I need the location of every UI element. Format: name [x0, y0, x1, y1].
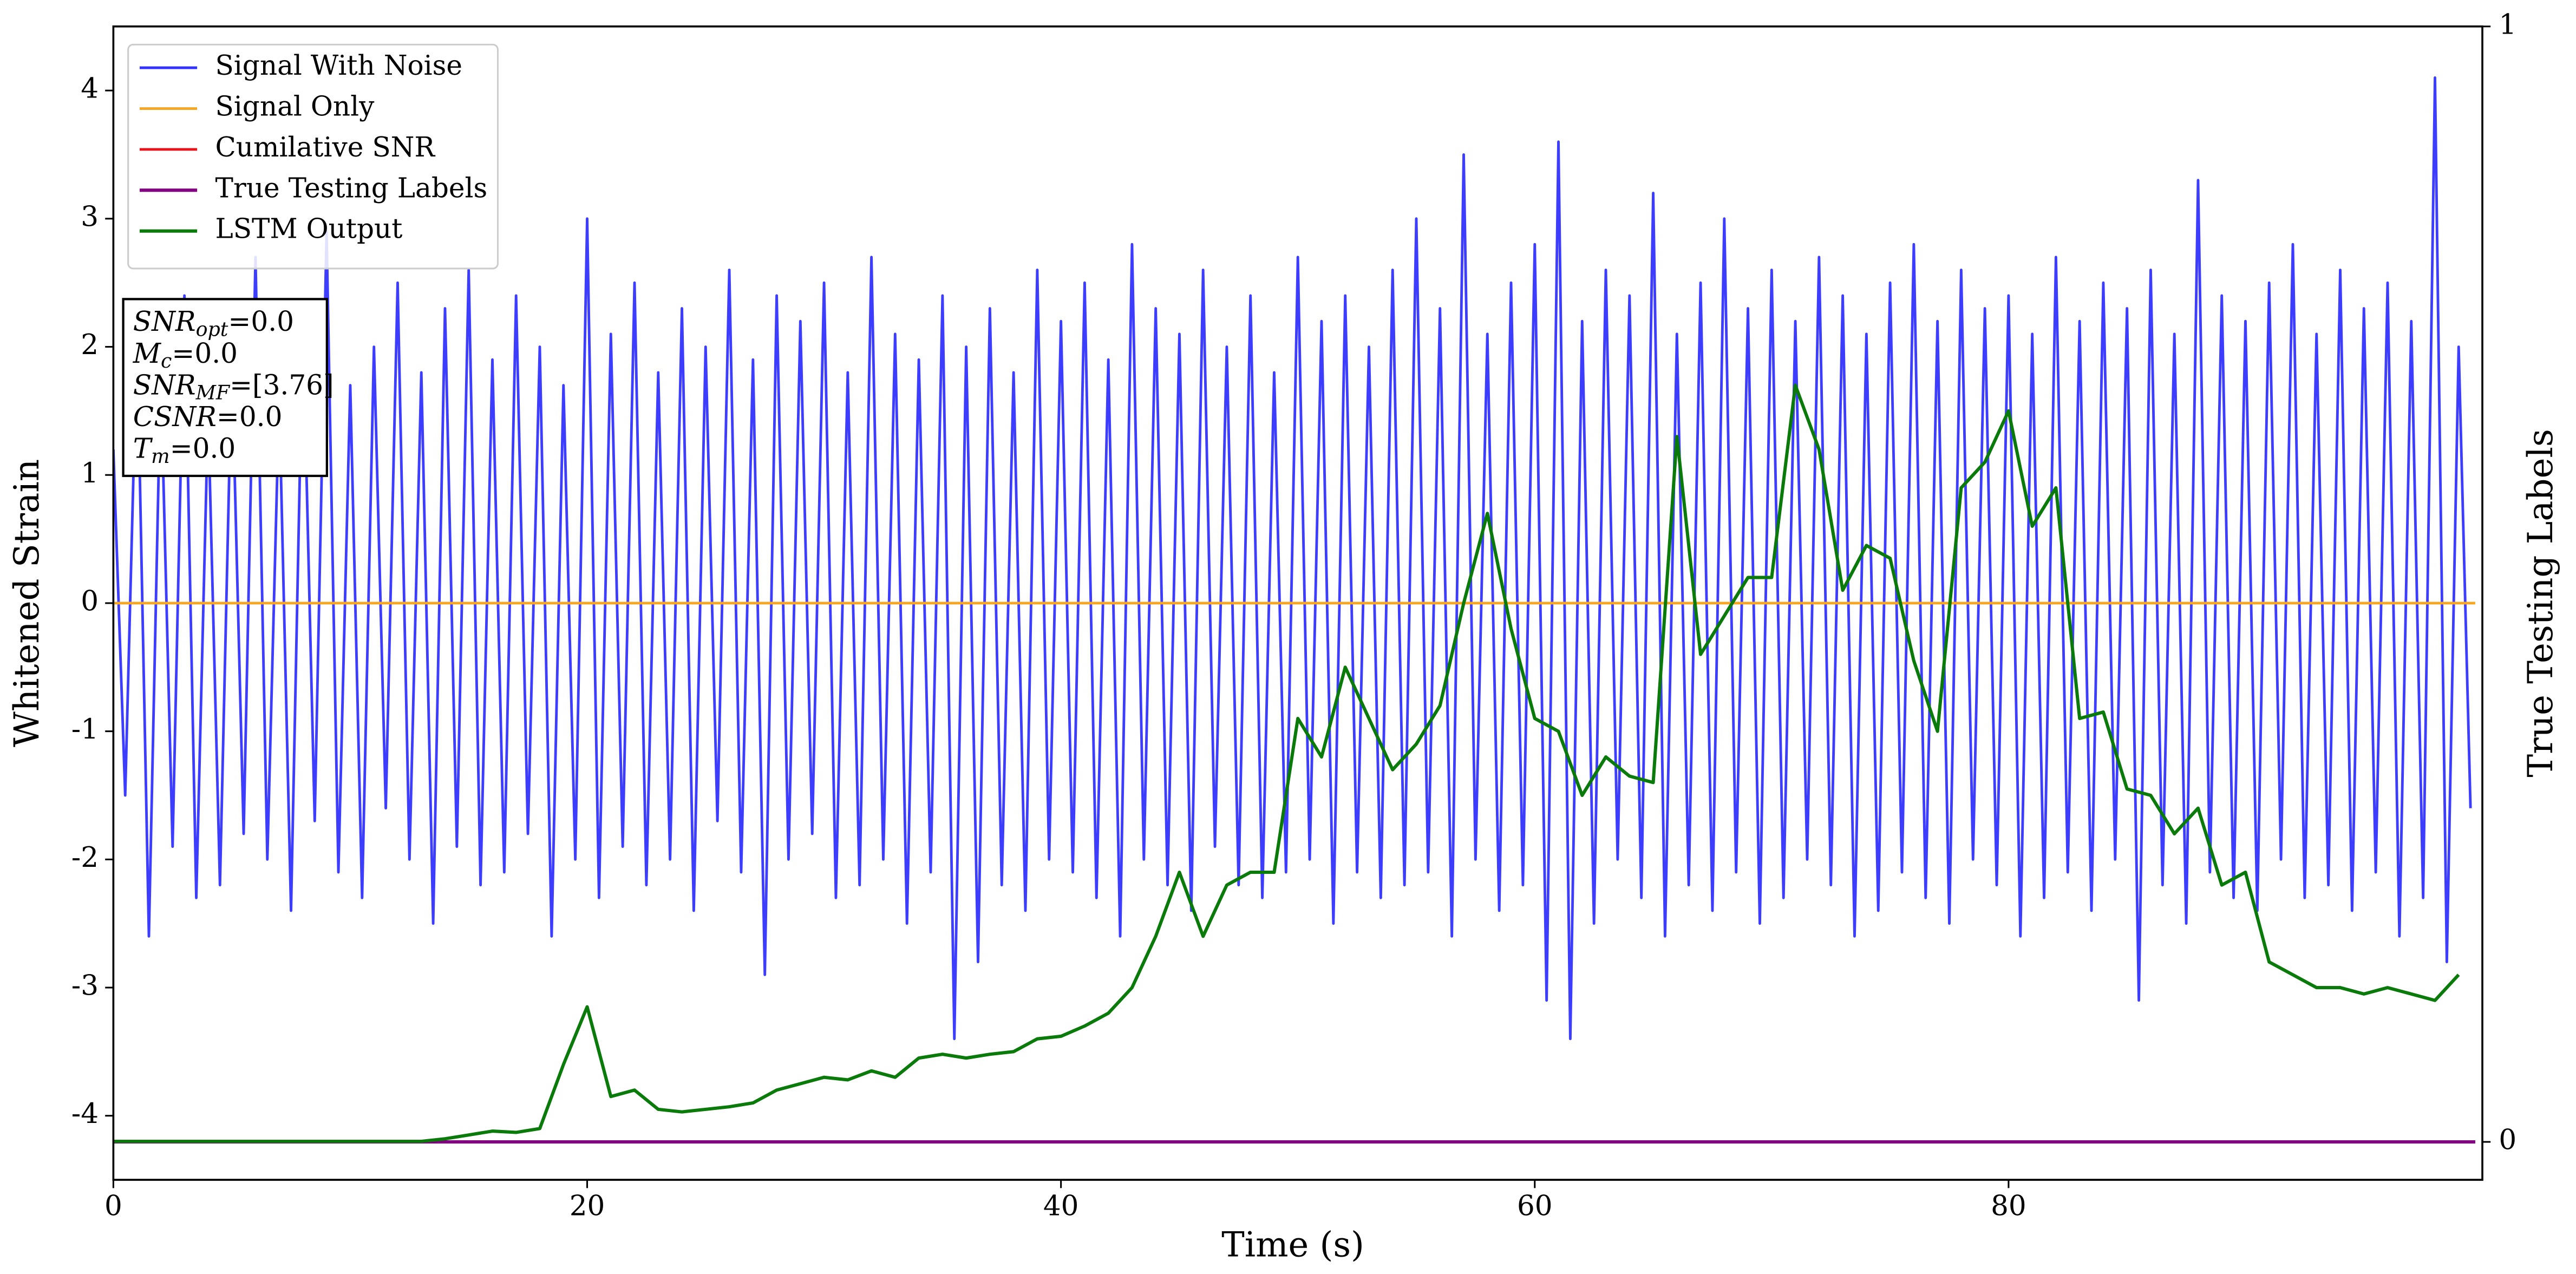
annotation: SNRopt=0.0Mc=0.0SNRMF=[3.76]CSNR=0.0Tm=0… — [122, 298, 334, 478]
annotation-rest: =0.0 — [228, 305, 294, 337]
annotation-line: Tm=0.0 — [133, 432, 236, 467]
annotation-base: SNR — [133, 305, 196, 337]
annotation-line: SNRopt=0.0 — [133, 305, 294, 341]
x-tick-label: 40 — [1043, 1190, 1079, 1222]
y2-tick-label: 1 — [2499, 8, 2516, 41]
legend-label: Signal Only — [215, 90, 375, 122]
x-tick-label: 20 — [570, 1190, 605, 1222]
annotation-base: SNR — [133, 369, 196, 401]
y-tick-label: 1 — [81, 457, 99, 489]
annotation-sub: c — [161, 349, 172, 372]
annotation-rest: =0.0 — [170, 432, 236, 464]
y-tick-label: 4 — [81, 73, 99, 105]
x-tick-label: 80 — [1991, 1190, 2026, 1222]
legend-label: LSTM Output — [215, 213, 403, 245]
annotation-rest: =0.0 — [172, 337, 238, 369]
annotation-box — [122, 298, 328, 478]
y-tick-label: 2 — [81, 329, 99, 361]
y-tick-label: -4 — [71, 1097, 99, 1130]
series-line — [113, 76, 2472, 1041]
y-tick-label: -3 — [71, 969, 99, 1002]
y-tick-label: -1 — [71, 713, 99, 746]
annotation-sub: opt — [196, 317, 228, 341]
annotation-line: SNRMF=[3.76] — [133, 369, 334, 404]
x-tick-label: 0 — [104, 1190, 122, 1222]
y-tick-label: 0 — [81, 585, 99, 617]
series-line — [113, 383, 2460, 1144]
legend-label: Signal With Noise — [215, 49, 462, 81]
y-tick-label: 3 — [81, 200, 99, 233]
legend-box — [127, 43, 499, 270]
annotation-base: T — [133, 432, 153, 464]
x-tick-label: 60 — [1517, 1190, 1553, 1222]
y-axis-label: Whitened Strain — [7, 459, 47, 747]
x-axis-label: Time (s) — [1221, 1225, 1364, 1265]
legend-label: True Testing Labels — [215, 172, 488, 204]
annotation-rest: =[3.76] — [230, 369, 334, 401]
annotation-sub: MF — [195, 381, 231, 404]
annotation-line: Mc=0.0 — [133, 337, 238, 373]
plot-area — [113, 76, 2475, 1144]
y2-axis-label: True Testing Labels — [2521, 429, 2561, 777]
legend-label: Cumilative SNR — [215, 131, 436, 163]
annotation-base: CSNR — [133, 401, 217, 433]
annotation-base: M — [133, 337, 162, 369]
legend: Signal With Noise Signal Only Cumilative S… — [127, 43, 499, 270]
y2-tick-label: 0 — [2499, 1123, 2516, 1156]
annotation-sub: m — [151, 444, 170, 467]
annotation-rest: =0.0 — [217, 401, 283, 433]
y-tick-label: -2 — [71, 841, 99, 874]
annotation-line: CSNR=0.0 — [133, 401, 283, 433]
